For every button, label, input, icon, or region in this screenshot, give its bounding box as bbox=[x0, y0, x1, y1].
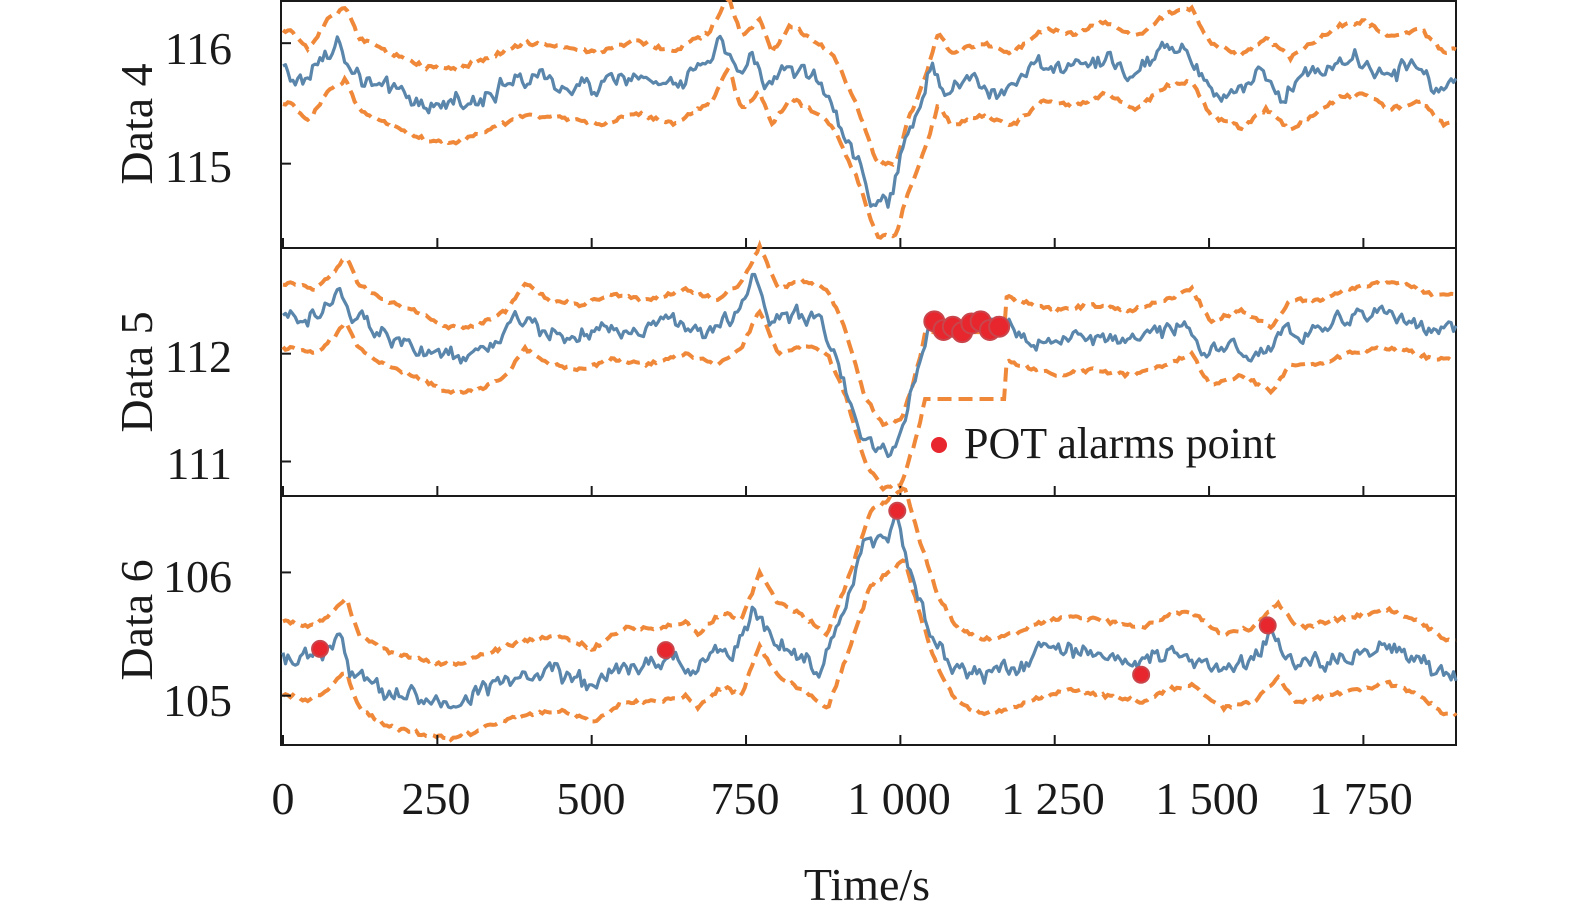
panel-frame bbox=[280, 0, 1457, 249]
signal-line bbox=[282, 34, 1458, 209]
legend-label: POT alarms point bbox=[964, 419, 1276, 468]
x-axis-label: Time/s bbox=[804, 859, 930, 910]
x-tick-marks bbox=[282, 735, 1365, 745]
panel-data-6: 106 105 Data 6 bbox=[111, 486, 1458, 746]
upper-bound-line bbox=[281, 0, 1457, 169]
y-tick-label: 116 bbox=[165, 23, 232, 74]
x-axis: 0 250 500 750 1 000 1 250 1 500 1 750 Ti… bbox=[272, 773, 1413, 910]
y-tick-label: 112 bbox=[165, 331, 232, 382]
x-tick-label: 750 bbox=[711, 773, 780, 824]
x-tick-label: 500 bbox=[557, 773, 626, 824]
y-ticks bbox=[281, 352, 291, 463]
x-tick-label: 0 bbox=[272, 773, 295, 824]
y-tick-label: 106 bbox=[163, 551, 232, 602]
x-tick-label: 250 bbox=[402, 773, 471, 824]
x-tick-label: 1 500 bbox=[1155, 773, 1259, 824]
alarm-point bbox=[1132, 665, 1151, 684]
y-axis-label: Data 4 bbox=[111, 63, 162, 184]
y-axis-label: Data 5 bbox=[111, 311, 162, 432]
panel-data-5: 112 111 Data 5 POT alarms point bbox=[111, 239, 1458, 497]
lower-bound-line bbox=[282, 67, 1457, 240]
lower-bound-line bbox=[281, 308, 1457, 492]
y-tick-label: 115 bbox=[165, 141, 232, 192]
alarm-points bbox=[311, 501, 1277, 684]
y-ticks bbox=[281, 571, 291, 697]
x-tick-marks bbox=[282, 238, 1365, 248]
lower-bound-line bbox=[282, 558, 1458, 743]
panel-data-4: 116 115 Data 4 bbox=[111, 0, 1458, 249]
panel-frame bbox=[280, 247, 1457, 497]
x-tick-label: 1 750 bbox=[1309, 773, 1413, 824]
panel-frame bbox=[280, 495, 1457, 746]
alarm-point bbox=[988, 315, 1011, 338]
y-ticks bbox=[281, 42, 291, 165]
x-tick-marks bbox=[282, 486, 1365, 496]
signal-line bbox=[282, 272, 1458, 459]
upper-bound-line bbox=[282, 486, 1457, 668]
upper-bound-line bbox=[282, 239, 1457, 428]
x-tick-label: 1 250 bbox=[1001, 773, 1105, 824]
y-tick-label: 111 bbox=[166, 438, 232, 489]
signal-line bbox=[281, 512, 1458, 710]
legend-alarm-marker bbox=[931, 437, 947, 453]
x-tick-label: 1 000 bbox=[847, 773, 951, 824]
alarm-point bbox=[888, 501, 907, 520]
alarm-point bbox=[311, 639, 330, 658]
alarm-point bbox=[656, 641, 675, 660]
y-tick-label: 105 bbox=[163, 675, 232, 726]
y-axis-label: Data 6 bbox=[111, 559, 162, 680]
alarm-points bbox=[923, 310, 1011, 344]
alarm-point bbox=[1258, 616, 1277, 635]
